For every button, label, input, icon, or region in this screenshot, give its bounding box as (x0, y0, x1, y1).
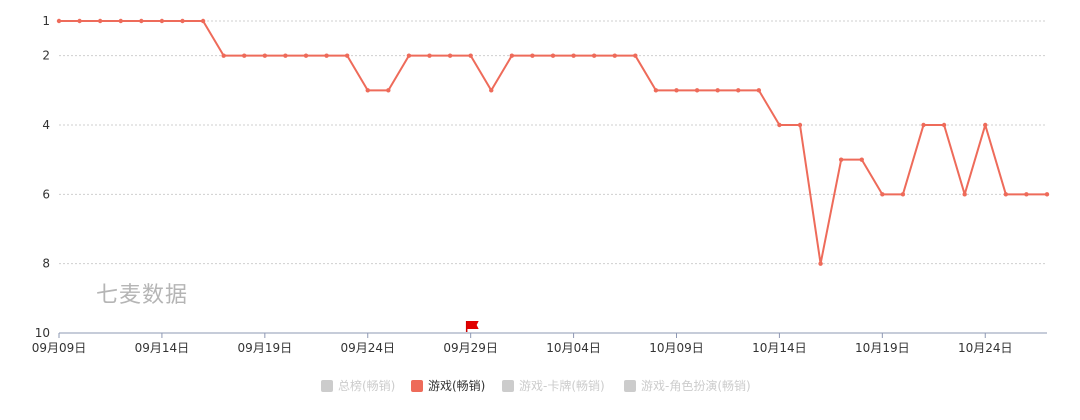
data-point[interactable] (509, 53, 515, 58)
data-point[interactable] (715, 88, 720, 93)
data-point[interactable] (303, 53, 309, 58)
data-point[interactable] (591, 53, 597, 58)
data-point[interactable] (468, 53, 473, 58)
data-point[interactable] (859, 157, 864, 162)
data-point[interactable] (941, 122, 947, 128)
x-tick-label: 10月04日 (546, 341, 601, 355)
data-point[interactable] (221, 53, 226, 58)
data-point[interactable] (756, 88, 762, 93)
data-point[interactable] (880, 192, 885, 197)
legend-label: 游戏-卡牌(畅销) (519, 379, 605, 393)
data-point[interactable] (633, 53, 638, 58)
data-point[interactable] (427, 53, 432, 58)
data-point[interactable] (118, 18, 123, 24)
y-tick-label: 1 (42, 14, 50, 28)
x-tick-label: 09月09日 (32, 341, 87, 355)
data-point[interactable] (797, 122, 803, 128)
x-tick-label: 09月24日 (340, 341, 395, 355)
x-tick-label: 09月19日 (238, 341, 293, 355)
legend-item[interactable]: 游戏-卡牌(畅销) (502, 379, 605, 393)
legend: 总榜(畅销) 游戏(畅销) 游戏-卡牌(畅销) 游戏-角色扮演(畅销) (321, 378, 751, 393)
watermark: 七麦数据 (96, 283, 188, 308)
x-tick-label: 10月09日 (649, 341, 704, 355)
series-layer (56, 18, 1050, 266)
data-point[interactable] (550, 53, 556, 58)
data-point[interactable] (653, 88, 659, 93)
data-point[interactable] (180, 18, 185, 24)
legend-label: 总榜(畅销) (338, 378, 395, 393)
data-point[interactable] (777, 122, 782, 128)
data-point[interactable] (1044, 192, 1050, 197)
x-tick-label: 10月19日 (855, 341, 910, 355)
data-point[interactable] (1003, 192, 1009, 197)
legend-swatch (411, 380, 423, 392)
data-point[interactable] (838, 157, 844, 162)
data-point[interactable] (283, 53, 288, 58)
data-point[interactable] (262, 53, 268, 58)
x-tick-label: 09月29日 (443, 341, 498, 355)
data-point[interactable] (900, 192, 906, 197)
data-point[interactable] (386, 88, 391, 93)
data-point[interactable] (139, 18, 144, 24)
data-point[interactable] (77, 18, 82, 24)
data-point[interactable] (983, 122, 988, 128)
data-point[interactable] (200, 18, 206, 24)
data-point[interactable] (530, 53, 535, 58)
y-tick-label: 2 (42, 49, 50, 63)
data-point[interactable] (56, 18, 62, 24)
data-point[interactable] (962, 192, 967, 197)
data-point[interactable] (344, 53, 350, 58)
data-point[interactable] (818, 261, 823, 266)
legend-label: 游戏(畅销) (428, 379, 485, 393)
y-tick-label: 6 (42, 187, 50, 201)
x-tick-label: 10月14日 (752, 341, 807, 355)
data-point[interactable] (159, 18, 165, 24)
x-tick-label: 09月14日 (135, 341, 190, 355)
y-axis-ticks: 1 2 4 6 8 10 (35, 14, 50, 340)
red-flag-icon[interactable] (465, 321, 479, 332)
data-point[interactable] (1024, 192, 1029, 197)
legend-swatch (321, 380, 333, 392)
y-tick-label: 4 (42, 118, 50, 132)
data-point[interactable] (406, 53, 412, 58)
x-axis: 09月09日 09月14日 09月19日 09月24日 09月29日 10月04日 10月0… (32, 332, 1047, 355)
x-tick-label: 10月24日 (958, 341, 1013, 355)
legend-item[interactable]: 总榜(畅销) (321, 378, 395, 393)
data-point[interactable] (324, 53, 329, 58)
data-point[interactable] (489, 88, 494, 93)
legend-item[interactable]: 游戏-角色扮演(畅销) (624, 378, 751, 393)
data-point[interactable] (674, 88, 679, 93)
legend-swatch (502, 380, 514, 392)
data-point[interactable] (97, 18, 103, 24)
y-tick-label: 10 (35, 326, 50, 340)
legend-item[interactable]: 游戏(畅销) (411, 379, 485, 393)
data-point[interactable] (447, 53, 453, 58)
legend-swatch (624, 380, 636, 392)
data-point[interactable] (571, 53, 576, 58)
data-point[interactable] (921, 122, 926, 128)
data-point[interactable] (694, 88, 700, 93)
legend-label: 游戏-角色扮演(畅销) (641, 378, 751, 393)
data-point[interactable] (365, 88, 370, 93)
y-tick-label: 8 (42, 257, 50, 271)
data-point[interactable] (612, 53, 617, 58)
data-point[interactable] (736, 88, 741, 93)
data-point[interactable] (242, 53, 247, 58)
